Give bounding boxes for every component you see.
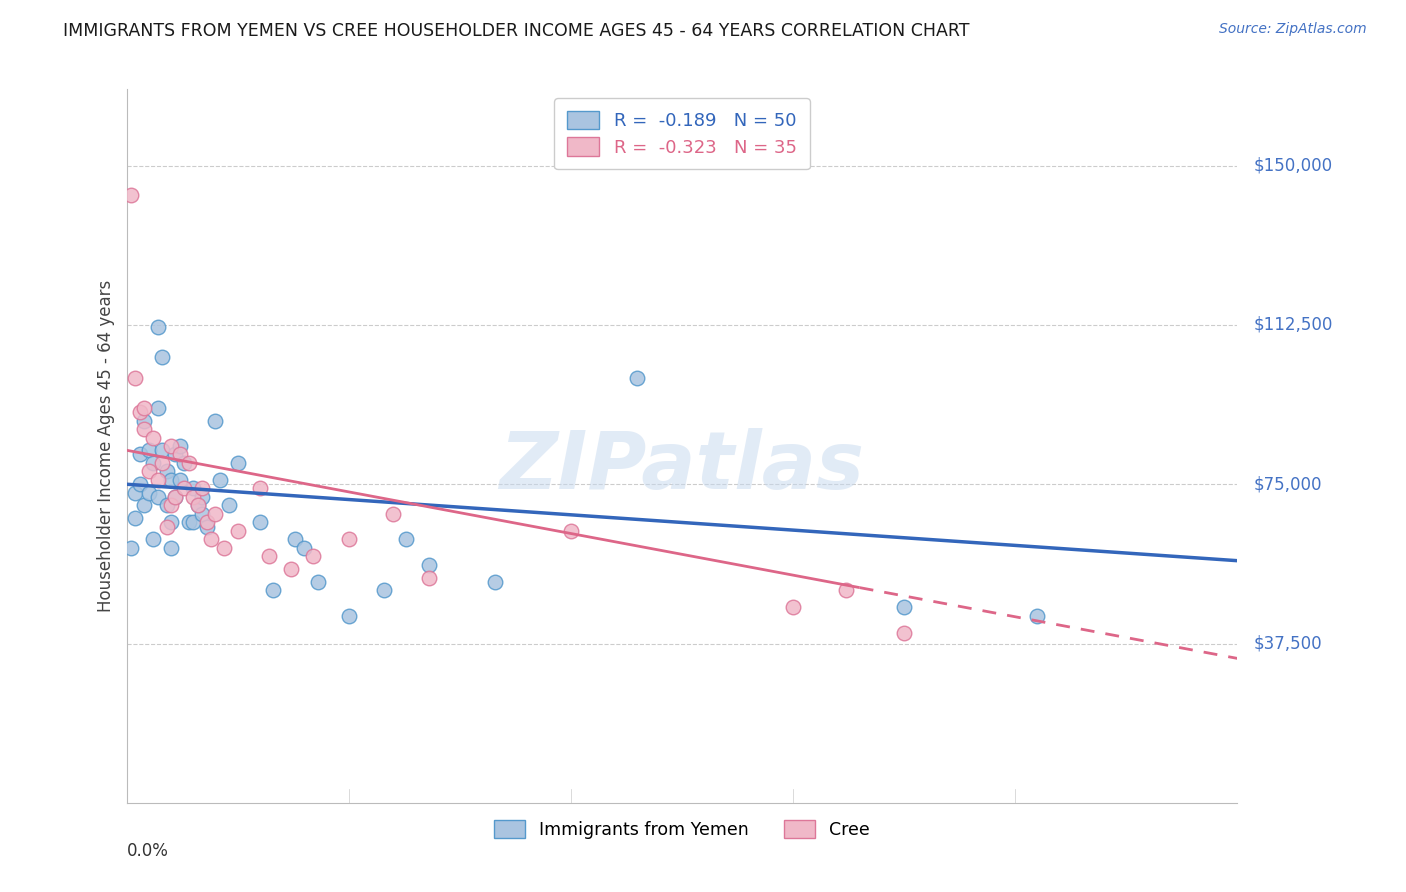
Point xyxy=(373,583,395,598)
Point xyxy=(146,320,169,334)
Point xyxy=(292,541,315,555)
Point xyxy=(208,473,231,487)
Point xyxy=(173,482,195,496)
Point xyxy=(337,608,360,623)
Point xyxy=(138,443,160,458)
Point xyxy=(181,482,204,496)
Text: IMMIGRANTS FROM YEMEN VS CREE HOUSEHOLDER INCOME AGES 45 - 64 YEARS CORRELATION : IMMIGRANTS FROM YEMEN VS CREE HOUSEHOLDE… xyxy=(63,22,970,40)
Point xyxy=(128,405,150,419)
Point xyxy=(195,519,218,533)
Point xyxy=(249,482,271,496)
Point xyxy=(226,524,249,538)
Point xyxy=(257,549,280,564)
Point xyxy=(177,456,200,470)
Point xyxy=(169,473,191,487)
Text: $150,000: $150,000 xyxy=(1254,157,1333,175)
Point xyxy=(160,473,183,487)
Point xyxy=(155,499,177,513)
Point xyxy=(191,482,214,496)
Point xyxy=(134,499,156,513)
Point xyxy=(835,583,858,598)
Point xyxy=(160,439,183,453)
Point xyxy=(226,456,249,470)
Point xyxy=(1026,608,1049,623)
Point xyxy=(160,541,183,555)
Point xyxy=(307,574,329,589)
Point xyxy=(191,490,214,504)
Point xyxy=(124,485,146,500)
Point xyxy=(155,465,177,479)
Point xyxy=(150,350,173,364)
Point xyxy=(128,448,150,462)
Point xyxy=(142,456,165,470)
Point xyxy=(214,541,236,555)
Y-axis label: Householder Income Ages 45 - 64 years: Householder Income Ages 45 - 64 years xyxy=(97,280,115,612)
Point xyxy=(337,533,360,547)
Point xyxy=(560,524,582,538)
Text: $75,000: $75,000 xyxy=(1254,475,1323,493)
Point xyxy=(128,477,150,491)
Point xyxy=(200,533,222,547)
Point xyxy=(120,188,142,202)
Point xyxy=(218,499,240,513)
Point xyxy=(150,443,173,458)
Point xyxy=(191,507,214,521)
Point xyxy=(181,516,204,530)
Point xyxy=(146,473,169,487)
Point xyxy=(142,430,165,444)
Point xyxy=(262,583,284,598)
Point xyxy=(418,558,440,572)
Point xyxy=(146,401,169,415)
Point xyxy=(124,371,146,385)
Point xyxy=(204,413,226,427)
Legend: Immigrants from Yemen, Cree: Immigrants from Yemen, Cree xyxy=(488,813,876,846)
Point xyxy=(204,507,226,521)
Text: Source: ZipAtlas.com: Source: ZipAtlas.com xyxy=(1219,22,1367,37)
Point xyxy=(169,448,191,462)
Point xyxy=(484,574,506,589)
Text: $37,500: $37,500 xyxy=(1254,634,1323,653)
Text: 0.0%: 0.0% xyxy=(127,842,169,860)
Point xyxy=(165,448,187,462)
Point xyxy=(187,499,209,513)
Point xyxy=(893,626,915,640)
Point xyxy=(142,533,165,547)
Point xyxy=(124,511,146,525)
Point xyxy=(893,600,915,615)
Point xyxy=(177,516,200,530)
Point xyxy=(626,371,648,385)
Point xyxy=(160,516,183,530)
Point xyxy=(195,516,218,530)
Point xyxy=(155,519,177,533)
Point xyxy=(134,422,156,436)
Point xyxy=(249,516,271,530)
Point xyxy=(280,562,302,576)
Point xyxy=(181,490,204,504)
Point xyxy=(160,499,183,513)
Point xyxy=(165,490,187,504)
Point xyxy=(138,465,160,479)
Point xyxy=(284,533,307,547)
Point xyxy=(418,571,440,585)
Point xyxy=(169,439,191,453)
Point xyxy=(120,541,142,555)
Point xyxy=(134,413,156,427)
Point xyxy=(150,456,173,470)
Point xyxy=(134,401,156,415)
Point xyxy=(302,549,325,564)
Point xyxy=(138,485,160,500)
Point xyxy=(173,456,195,470)
Point xyxy=(382,507,405,521)
Point xyxy=(146,490,169,504)
Point xyxy=(165,490,187,504)
Text: $112,500: $112,500 xyxy=(1254,316,1333,334)
Point xyxy=(395,533,418,547)
Point xyxy=(782,600,804,615)
Point xyxy=(187,499,209,513)
Text: ZIPatlas: ZIPatlas xyxy=(499,428,865,507)
